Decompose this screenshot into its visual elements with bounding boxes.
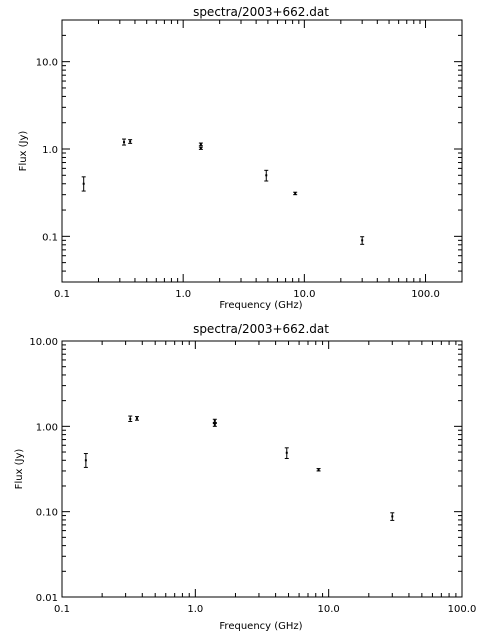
point-marker (265, 174, 268, 177)
point-marker (213, 423, 216, 426)
x-tick-label: 0.1 (54, 289, 70, 300)
x-tick-label: 1.0 (187, 604, 203, 615)
x-tick-label: 100.0 (411, 289, 440, 300)
point-marker (123, 141, 126, 144)
plot-frame (61, 19, 463, 283)
point-marker (361, 239, 364, 242)
data-point (198, 146, 203, 150)
data-point (284, 447, 289, 459)
point-marker (199, 143, 202, 146)
plot-frame (61, 340, 463, 598)
data-point (134, 416, 139, 421)
point-marker (135, 417, 138, 420)
point-marker (82, 182, 85, 185)
x-tick-label: 100.0 (448, 604, 477, 615)
chart-panel-bottom: spectra/2003+662.dat Frequency (GHz) Flu… (14, 322, 476, 632)
data-point (128, 415, 133, 422)
data-point (212, 418, 217, 423)
y-tick-label: 10.0 (36, 58, 58, 69)
axis-ticks (61, 19, 463, 283)
data-point (81, 176, 86, 192)
x-tick-label: 10.0 (293, 289, 315, 300)
y-tick-label: 1.0 (42, 145, 58, 156)
data-point (122, 138, 127, 146)
data-point (360, 236, 365, 245)
chart-title: spectra/2003+662.dat (193, 322, 329, 336)
y-axis-label: Flux (Jy) (14, 449, 25, 490)
point-marker (129, 140, 132, 143)
data-point (390, 512, 395, 521)
y-tick-label: 10.00 (29, 337, 58, 348)
x-axis-label: Frequency (GHz) (219, 300, 302, 311)
data-point (293, 191, 298, 196)
x-axis-label: Frequency (GHz) (219, 621, 302, 632)
chart-panel-top: spectra/2003+662.dat Frequency (GHz) Flu… (18, 5, 463, 311)
point-marker (317, 468, 320, 471)
data-points (81, 138, 365, 245)
data-point (316, 468, 321, 472)
data-point (212, 422, 217, 427)
data-points (83, 415, 395, 521)
point-marker (285, 451, 288, 454)
y-tick-label: 0.1 (42, 232, 58, 243)
data-point (198, 142, 203, 147)
y-tick-label: 1.00 (36, 422, 58, 433)
point-marker (391, 515, 394, 518)
y-tick-label: 0.10 (36, 508, 58, 519)
x-tick-label: 0.1 (54, 604, 70, 615)
axis-tick-labels: 0.1 1.0 10.0 100.0 0.01 0.10 1.00 10.00 (29, 337, 476, 615)
y-tick-label: 0.01 (36, 593, 58, 604)
point-marker (213, 419, 216, 422)
axis-tick-labels: 0.1 1.0 10.0 100.0 0.1 1.0 10.0 (36, 58, 440, 300)
data-point (128, 139, 133, 144)
chart-title: spectra/2003+662.dat (193, 5, 329, 19)
data-point (83, 453, 88, 468)
point-marker (129, 417, 132, 420)
point-marker (294, 192, 297, 195)
y-axis-label: Flux (Jy) (18, 131, 29, 172)
point-marker (199, 147, 202, 150)
x-tick-label: 1.0 (175, 289, 191, 300)
point-marker (84, 459, 87, 462)
axis-ticks (61, 340, 463, 598)
x-tick-label: 10.0 (318, 604, 340, 615)
data-point (264, 169, 269, 182)
